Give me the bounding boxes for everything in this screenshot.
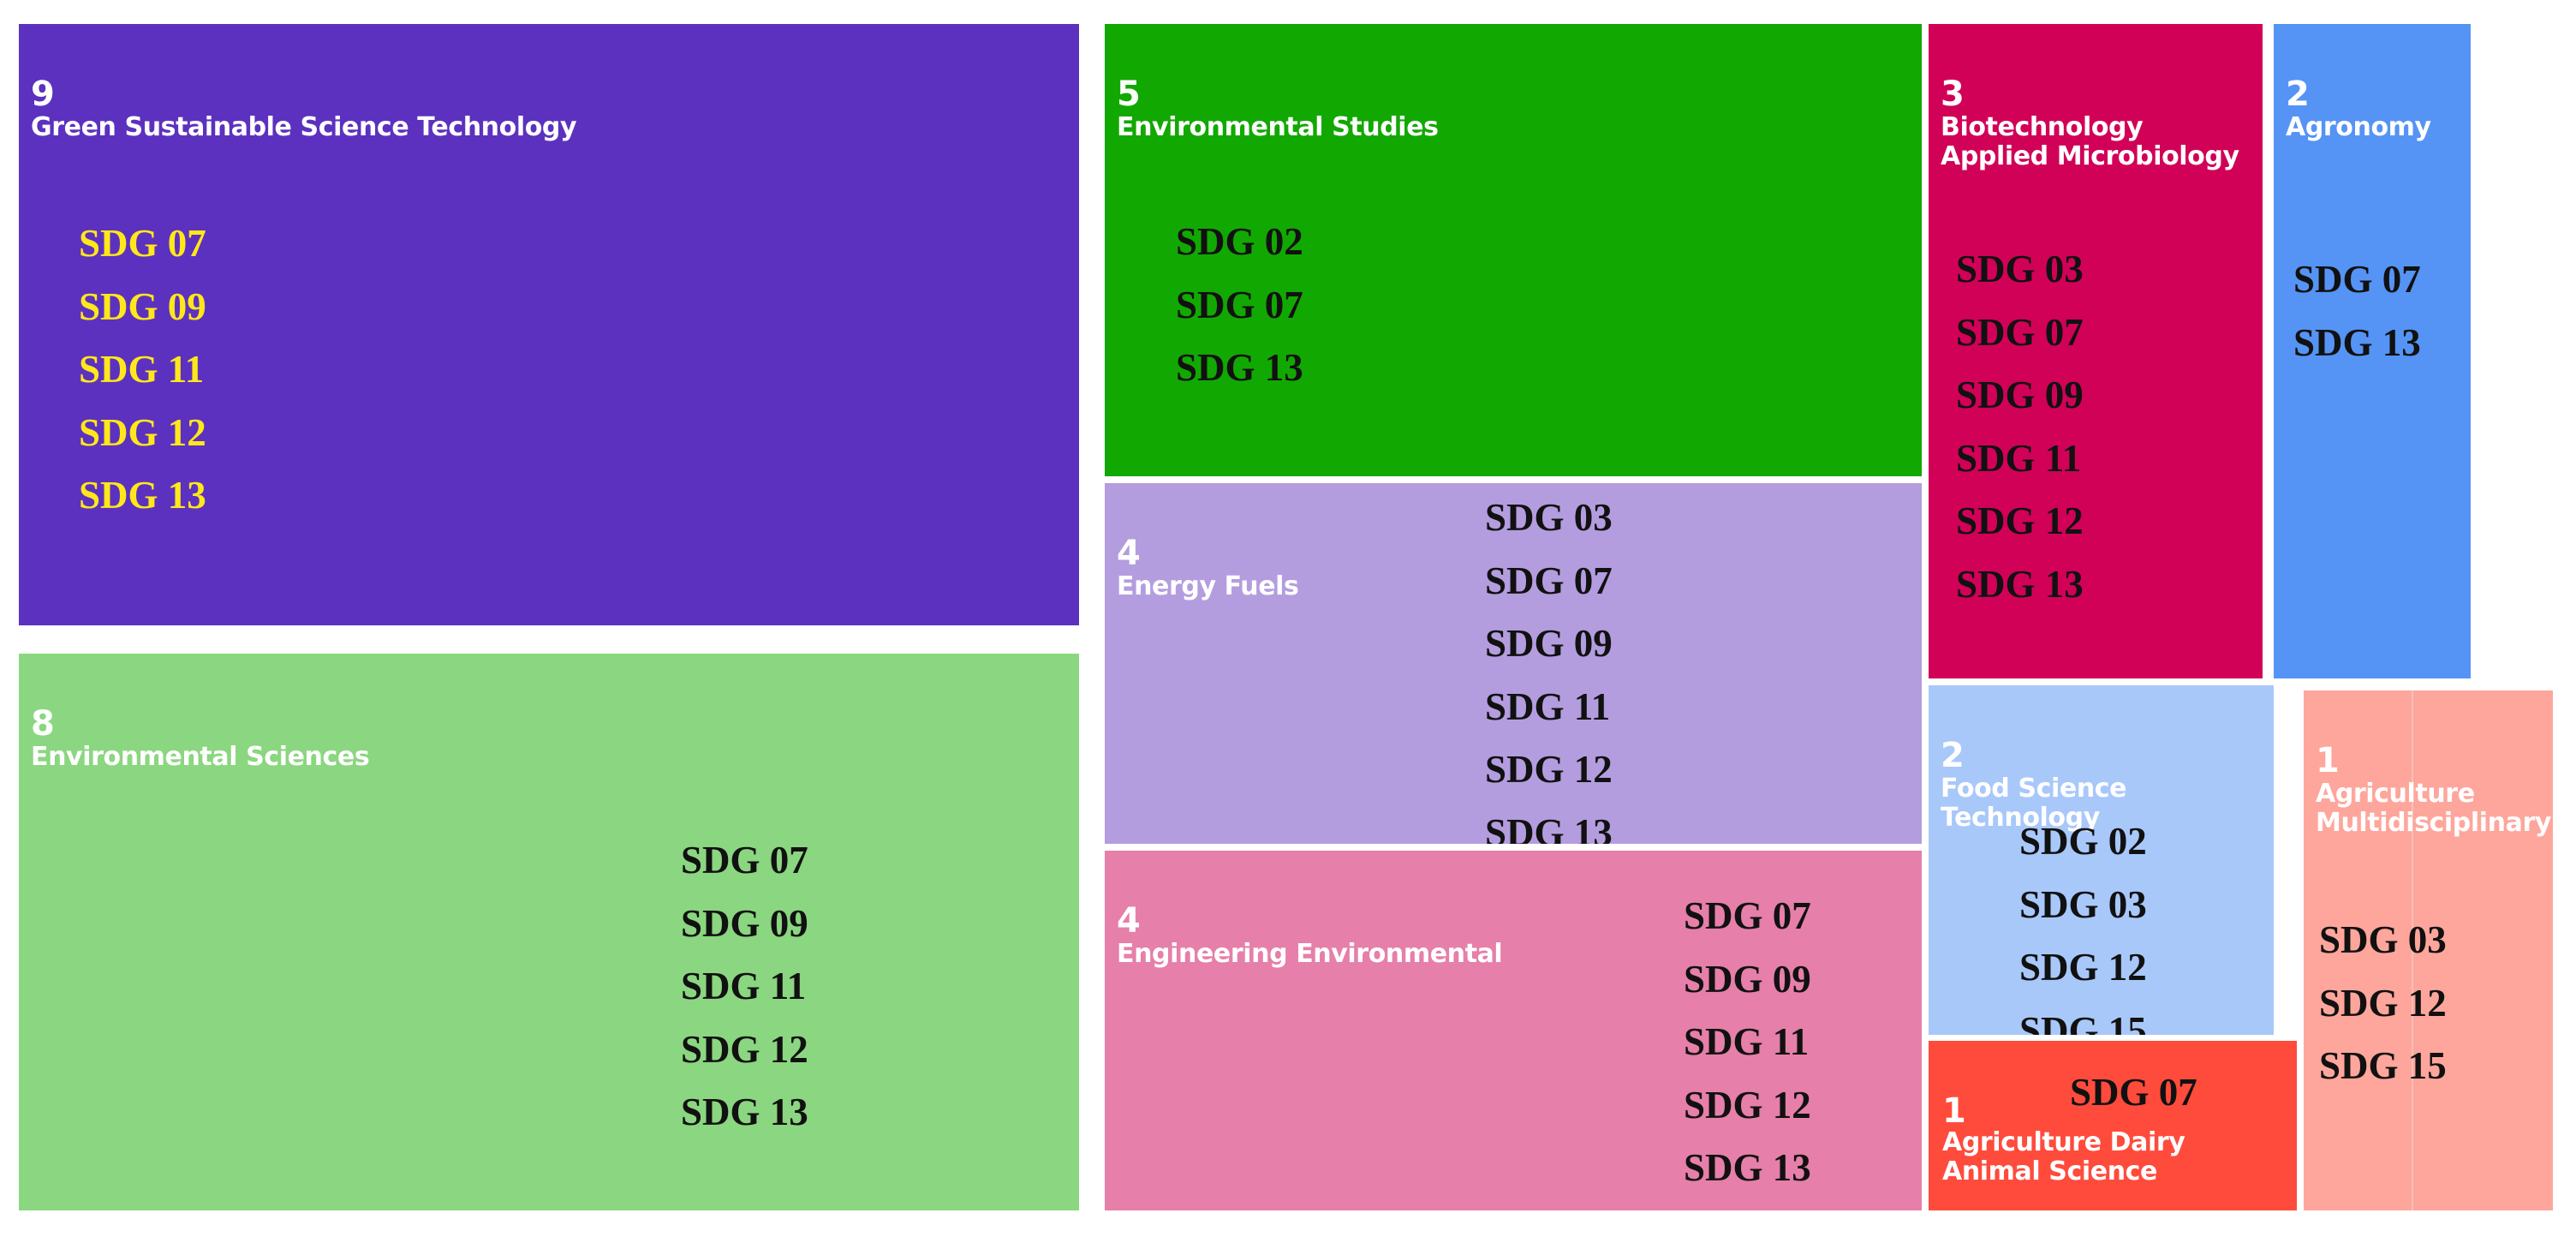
sdg-label: SDG 13 [79,474,206,517]
tile-category-label: Engineering Environmental [1117,939,1503,969]
sdg-label: SDG 12 [2319,981,2447,1025]
tile-category-label: Agronomy [2286,112,2431,142]
tile-agriculture-multidisciplinary: 1 Agriculture Multidisciplinary SDG 03 SDG … [2304,690,2553,1210]
tile-engineering-environmental: 4 Engineering Environmental SDG 07 SDG 09 SD… [1105,851,1922,1210]
sdg-label: SDG 11 [1684,1020,1810,1063]
tile-category-label: Food Science Technology [1941,774,2127,833]
tile-value-label: 2 [2286,75,2310,114]
tile-value-label: 5 [1117,75,1141,114]
tile-agriculture-dairy-animal-science: 1 Agriculture Dairy Animal Science SDG 07 [1929,1041,2297,1210]
sdg-label: SDG 11 [1956,436,2082,480]
tile-sdg-list: SDG 07 SDG 13 [2293,248,2421,374]
tile-agronomy: 2 Agronomy SDG 07 SDG 13 [2274,24,2471,678]
sdg-label: SDG 07 [1176,283,1303,326]
tile-divider [2412,690,2413,1210]
tile-sdg-list: SDG 07 [2070,1061,2197,1125]
tile-value-label: 1 [1942,1091,1966,1131]
tile-category-label: Green Sustainable Science Technology [31,112,577,142]
tile-sdg-list: SDG 02 SDG 03 SDG 12 SDG 15 [2019,810,2147,1035]
tile-environmental-studies: 5 Environmental Studies SDG 02 SDG 07 SDG 13 [1105,24,1922,476]
sdg-label: SDG 07 [681,839,808,881]
tile-category-label: Agriculture Dairy Animal Science [1942,1127,2185,1186]
sdg-label: SDG 13 [1684,1146,1811,1189]
sdg-label: SDG 03 [2019,882,2147,926]
tile-sdg-list: SDG 07 SDG 09 SDG 11 SDG 12 SDG 13 [681,829,808,1144]
sdg-label: SDG 07 [1684,894,1811,937]
tile-category-label: Environmental Sciences [31,742,370,772]
sdg-label: SDG 12 [681,1027,808,1071]
sdg-label: SDG 12 [79,410,206,454]
sdg-label: SDG 11 [1485,684,1611,728]
sdg-label: SDG 11 [79,348,205,391]
sdg-label: SDG 07 [1956,310,2084,354]
sdg-label: SDG 02 [2019,820,2147,863]
tile-sdg-list: SDG 03 SDG 07 SDG 09 SDG 11 SDG 12 SDG 13 [1956,238,2084,616]
tile-sdg-list: SDG 02 SDG 07 SDG 13 [1176,211,1303,400]
sdg-label: SDG 03 [2319,918,2447,961]
tile-value-label: 1 [2316,741,2340,780]
sdg-label: SDG 13 [1176,346,1303,389]
tile-food-science-technology: 2 Food Science Technology SDG 02 SDG 03 SDG … [1929,685,2274,1035]
sdg-label: SDG 11 [681,965,807,1007]
sdg-label: SDG 13 [2293,320,2421,364]
tile-value-label: 3 [1941,75,1965,114]
tile-biotechnology-applied-microbiology: 3 Biotechnology Applied Microbiology SDG 0… [1929,24,2263,678]
sdg-label: SDG 09 [681,901,808,945]
sdg-label: SDG 12 [2019,946,2147,989]
tile-sdg-list: SDG 07 SDG 09 SDG 11 SDG 12 SDG 13 [1684,885,1811,1200]
sdg-label: SDG 13 [1485,810,1613,845]
sdg-label: SDG 07 [1485,559,1613,602]
tile-category-label: Environmental Studies [1117,112,1439,142]
tile-category-label: Energy Fuels [1117,571,1299,601]
tile-category-label: Biotechnology Applied Microbiology [1941,112,2239,171]
sdg-label: SDG 03 [1956,248,2084,290]
tile-category-label: Agriculture Multidisciplinary [2316,779,2551,838]
sdg-label: SDG 15 [2319,1044,2447,1087]
tile-value-label: 2 [1941,736,1965,775]
tile-environmental-sciences: 8 Environmental Sciences SDG 07 SDG 09 SDG 1… [19,654,1079,1210]
tile-sdg-list: SDG 03 SDG 07 SDG 09 SDG 11 SDG 12 SDG 13 [1485,487,1613,844]
sdg-label: SDG 13 [681,1091,808,1133]
sdg-label: SDG 09 [1684,957,1811,1001]
tile-value-label: 9 [31,75,55,114]
sdg-label: SDG 07 [79,222,206,265]
sdg-label: SDG 12 [1684,1083,1811,1126]
tile-value-label: 4 [1117,901,1141,941]
tile-green-sustainable-science-technology: 9 Green Sustainable Science Technology SDG… [19,24,1079,625]
tile-energy-fuels: 4 Energy Fuels SDG 03 SDG 07 SDG 09 SDG 11 SDG… [1105,483,1922,844]
sdg-label: SDG 15 [2019,1008,2147,1036]
sdg-label: SDG 12 [1956,499,2084,542]
sdg-label: SDG 02 [1176,220,1303,263]
sdg-label: SDG 12 [1485,748,1613,791]
tile-value-label: 8 [31,704,55,744]
tile-value-label: 4 [1117,534,1141,573]
sdg-label: SDG 07 [2293,258,2421,301]
sdg-label: SDG 09 [79,284,206,328]
sdg-label: SDG 03 [1485,496,1613,539]
sdg-label: SDG 13 [1956,562,2084,606]
sdg-label: SDG 09 [1485,622,1613,665]
sdg-label: SDG 07 [2070,1071,2197,1114]
tile-sdg-list: SDG 03 SDG 12 SDG 15 [2319,909,2447,1098]
sdg-label: SDG 09 [1956,373,2084,416]
tile-sdg-list: SDG 07 SDG 09 SDG 11 SDG 12 SDG 13 [79,212,206,528]
